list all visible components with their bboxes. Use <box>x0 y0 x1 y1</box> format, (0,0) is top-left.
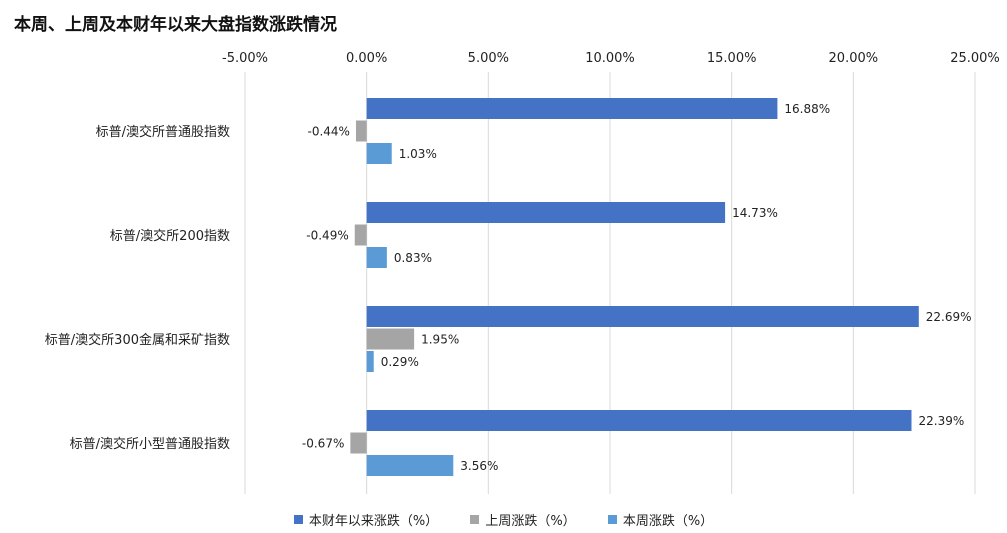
x-tick-label: 0.00% <box>346 51 387 66</box>
data-label-this-week: 3.56% <box>460 459 498 473</box>
legend-label-ytd: 本财年以来涨跌（%） <box>308 514 439 529</box>
bar-ytd <box>366 98 778 119</box>
category-label: 标普/澳交所小型普通股指数 <box>70 436 230 452</box>
legend-swatch-this-week <box>607 515 617 524</box>
data-labels: 16.88% -0.44% 1.03% 14.73% -0.49% 0.83% 22.69%… <box>302 102 972 473</box>
data-label-this-week: 0.83% <box>394 251 432 265</box>
x-tick-label: 25.00% <box>950 51 1000 66</box>
bar-ytd <box>366 306 919 327</box>
legend: 本财年以来涨跌（%） 上周涨跌（%） 本周涨跌（%） <box>0 510 1007 529</box>
data-label-last-week: -0.67% <box>302 437 344 451</box>
x-tick-label: 20.00% <box>829 51 879 66</box>
legend-item-this-week: 本周涨跌（%） <box>607 510 714 529</box>
bar-this-week <box>366 351 374 372</box>
bar-ytd <box>366 410 912 431</box>
category-label: 标普/澳交所普通股指数 <box>96 124 230 140</box>
category-labels: 标普/澳交所普通股指数标普/澳交所200指数标普/澳交所300金属和采矿指数标普… <box>45 124 230 452</box>
bar-last-week <box>355 120 367 142</box>
data-label-last-week: -0.44% <box>308 125 350 139</box>
data-label-last-week: -0.49% <box>306 229 348 243</box>
x-tick-label: 5.00% <box>468 51 509 66</box>
data-label-ytd: 22.69% <box>926 310 972 324</box>
category-label: 标普/澳交所300金属和采矿指数 <box>45 332 230 348</box>
x-tick-label: -5.00% <box>222 51 268 66</box>
bar-ytd <box>366 202 726 223</box>
chart-title: 本周、上周及本财年以来大盘指数涨跌情况 <box>14 15 337 35</box>
bar-this-week <box>366 455 454 476</box>
data-label-ytd: 16.88% <box>784 102 830 116</box>
bar-last-week <box>350 432 367 454</box>
bar-this-week <box>366 143 392 164</box>
legend-swatch-ytd <box>293 515 303 524</box>
category-label: 标普/澳交所200指数 <box>110 228 230 244</box>
data-label-last-week: 1.95% <box>421 333 459 347</box>
x-tick-label: 10.00% <box>585 51 635 66</box>
bar-last-week <box>354 224 367 246</box>
legend-label-this-week: 本周涨跌（%） <box>622 514 714 529</box>
legend-swatch-last-week <box>470 515 480 524</box>
bar-this-week <box>366 247 387 268</box>
x-axis-ticks: -5.00% 0.00% 5.00% 10.00% 15.00% 20.00% 25.00% <box>222 51 1000 66</box>
legend-item-last-week: 上周涨跌（%） <box>470 510 576 529</box>
bar-last-week <box>366 328 415 350</box>
legend-label-last-week: 上周涨跌（%） <box>485 514 576 529</box>
bars <box>350 98 919 476</box>
legend-item-ytd: 本财年以来涨跌（%） <box>293 510 439 529</box>
data-label-ytd: 14.73% <box>732 206 778 220</box>
data-label-this-week: 1.03% <box>399 147 437 161</box>
x-tick-label: 15.00% <box>707 51 757 66</box>
data-label-this-week: 0.29% <box>381 355 419 369</box>
data-label-ytd: 22.39% <box>918 414 964 428</box>
